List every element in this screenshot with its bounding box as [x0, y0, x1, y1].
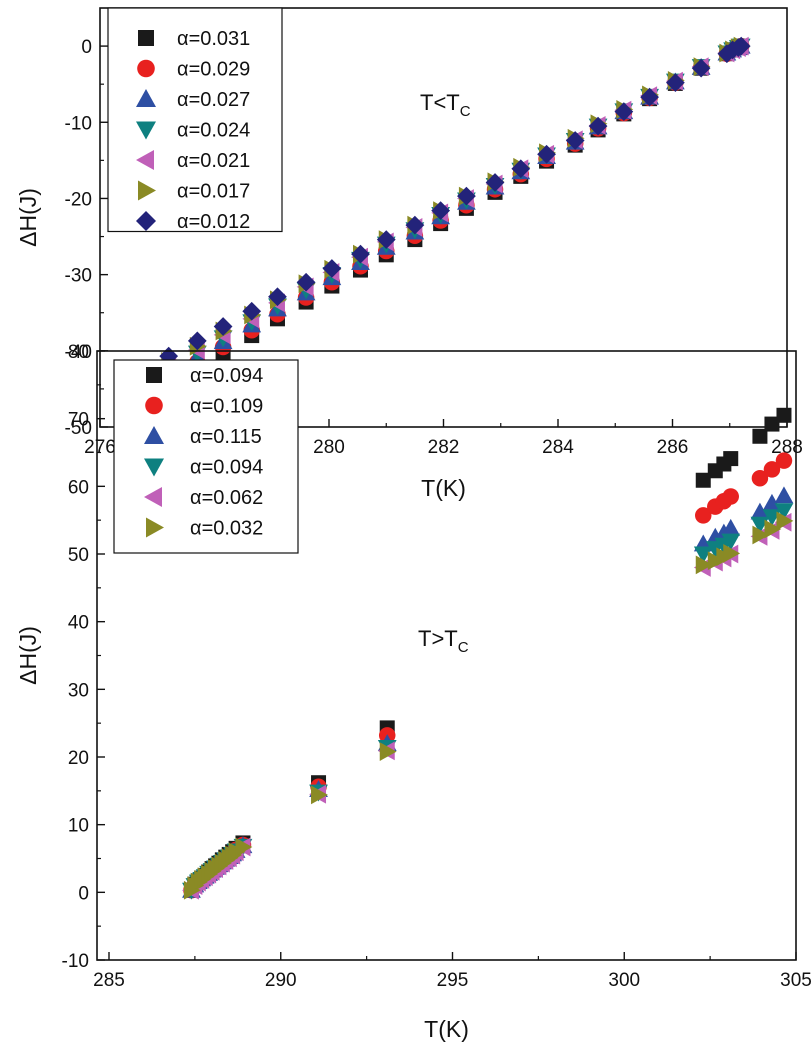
chart-bottom-panel: 285 290 295 300 305 -10 0 10 20 30 40 50 60 70 80 T(K) Δ… — [15, 342, 812, 1042]
regime-annotation-main: T<T — [420, 90, 460, 115]
y-tick-label: 10 — [68, 816, 89, 837]
data-point — [775, 486, 794, 503]
legend-label: α=0.021 — [177, 150, 250, 172]
y-tick-label: 50 — [68, 545, 89, 566]
data-point — [722, 488, 739, 505]
legend-label: α=0.017 — [177, 181, 250, 203]
regime-annotation-subscript: C — [458, 639, 469, 656]
y-tick-label: 40 — [68, 613, 89, 634]
x-tick-label: 286 — [657, 437, 689, 458]
x-axis-title: T(K) — [424, 1016, 469, 1042]
y-axis-title: ΔH(J) — [15, 626, 41, 685]
x-tick-label: 285 — [93, 970, 125, 991]
y-tick-label: -10 — [62, 951, 89, 972]
x-tick-label: 280 — [313, 437, 345, 458]
y-tick-label: -30 — [65, 266, 92, 287]
x-tick-label: 284 — [542, 437, 574, 458]
y-tick-label: 60 — [68, 477, 89, 498]
legend: α=0.094 α=0.109 α=0.115 α=0.094 α=0.062 α=0.0… — [114, 360, 298, 553]
x-tick-label: 282 — [428, 437, 460, 458]
data-point — [807, 383, 812, 398]
legend-label: α=0.024 — [177, 120, 250, 142]
y-tick-label: 0 — [78, 883, 89, 904]
legend-marker — [146, 367, 162, 383]
regime-annotation-main: T>T — [418, 626, 458, 651]
legend-label: α=0.062 — [190, 487, 263, 509]
y-tick-label: 0 — [81, 37, 92, 58]
x-tick-label: 305 — [780, 970, 812, 991]
legend-label: α=0.029 — [177, 59, 250, 81]
x-tick-label: 300 — [608, 970, 640, 991]
legend-label: α=0.094 — [190, 365, 263, 387]
legend-label: α=0.115 — [190, 426, 262, 448]
legend-marker — [145, 397, 163, 415]
legend-label: α=0.032 — [190, 518, 263, 540]
regime-annotation-subscript: C — [460, 103, 471, 120]
legend-label: α=0.012 — [177, 211, 250, 233]
legend: α=0.031 α=0.029 α=0.027 α=0.024 α=0.021 α=0.0… — [108, 8, 282, 233]
y-tick-label: 30 — [68, 680, 89, 701]
legend-label: α=0.094 — [190, 457, 263, 479]
y-tick-label: 20 — [68, 748, 89, 769]
legend-label: α=0.031 — [177, 28, 250, 50]
data-point — [807, 431, 812, 448]
data-point — [776, 452, 793, 469]
data-point — [806, 497, 812, 516]
regime-annotation: T>TC — [418, 626, 469, 656]
x-tick-label: 276 — [84, 437, 116, 458]
series-5 — [184, 496, 812, 900]
y-tick-label: -20 — [65, 189, 92, 210]
regime-annotation: T<TC — [420, 90, 471, 120]
y-axis-title: ΔH(J) — [15, 188, 41, 247]
data-point — [806, 481, 812, 498]
legend-marker — [138, 30, 154, 46]
x-axis-title: T(K) — [421, 475, 466, 501]
legend-marker — [137, 60, 155, 78]
data-point — [776, 408, 791, 423]
data-point — [807, 496, 812, 515]
legend-label: α=0.109 — [190, 396, 263, 418]
y-tick-label: 70 — [68, 410, 89, 431]
y-tick-label: 80 — [68, 342, 89, 363]
y-tick-label: -10 — [65, 113, 92, 134]
x-tick-label: 290 — [265, 970, 297, 991]
data-point — [806, 470, 812, 487]
data-point — [723, 451, 738, 466]
x-tick-label: 295 — [437, 970, 469, 991]
legend-label: α=0.027 — [177, 89, 250, 111]
